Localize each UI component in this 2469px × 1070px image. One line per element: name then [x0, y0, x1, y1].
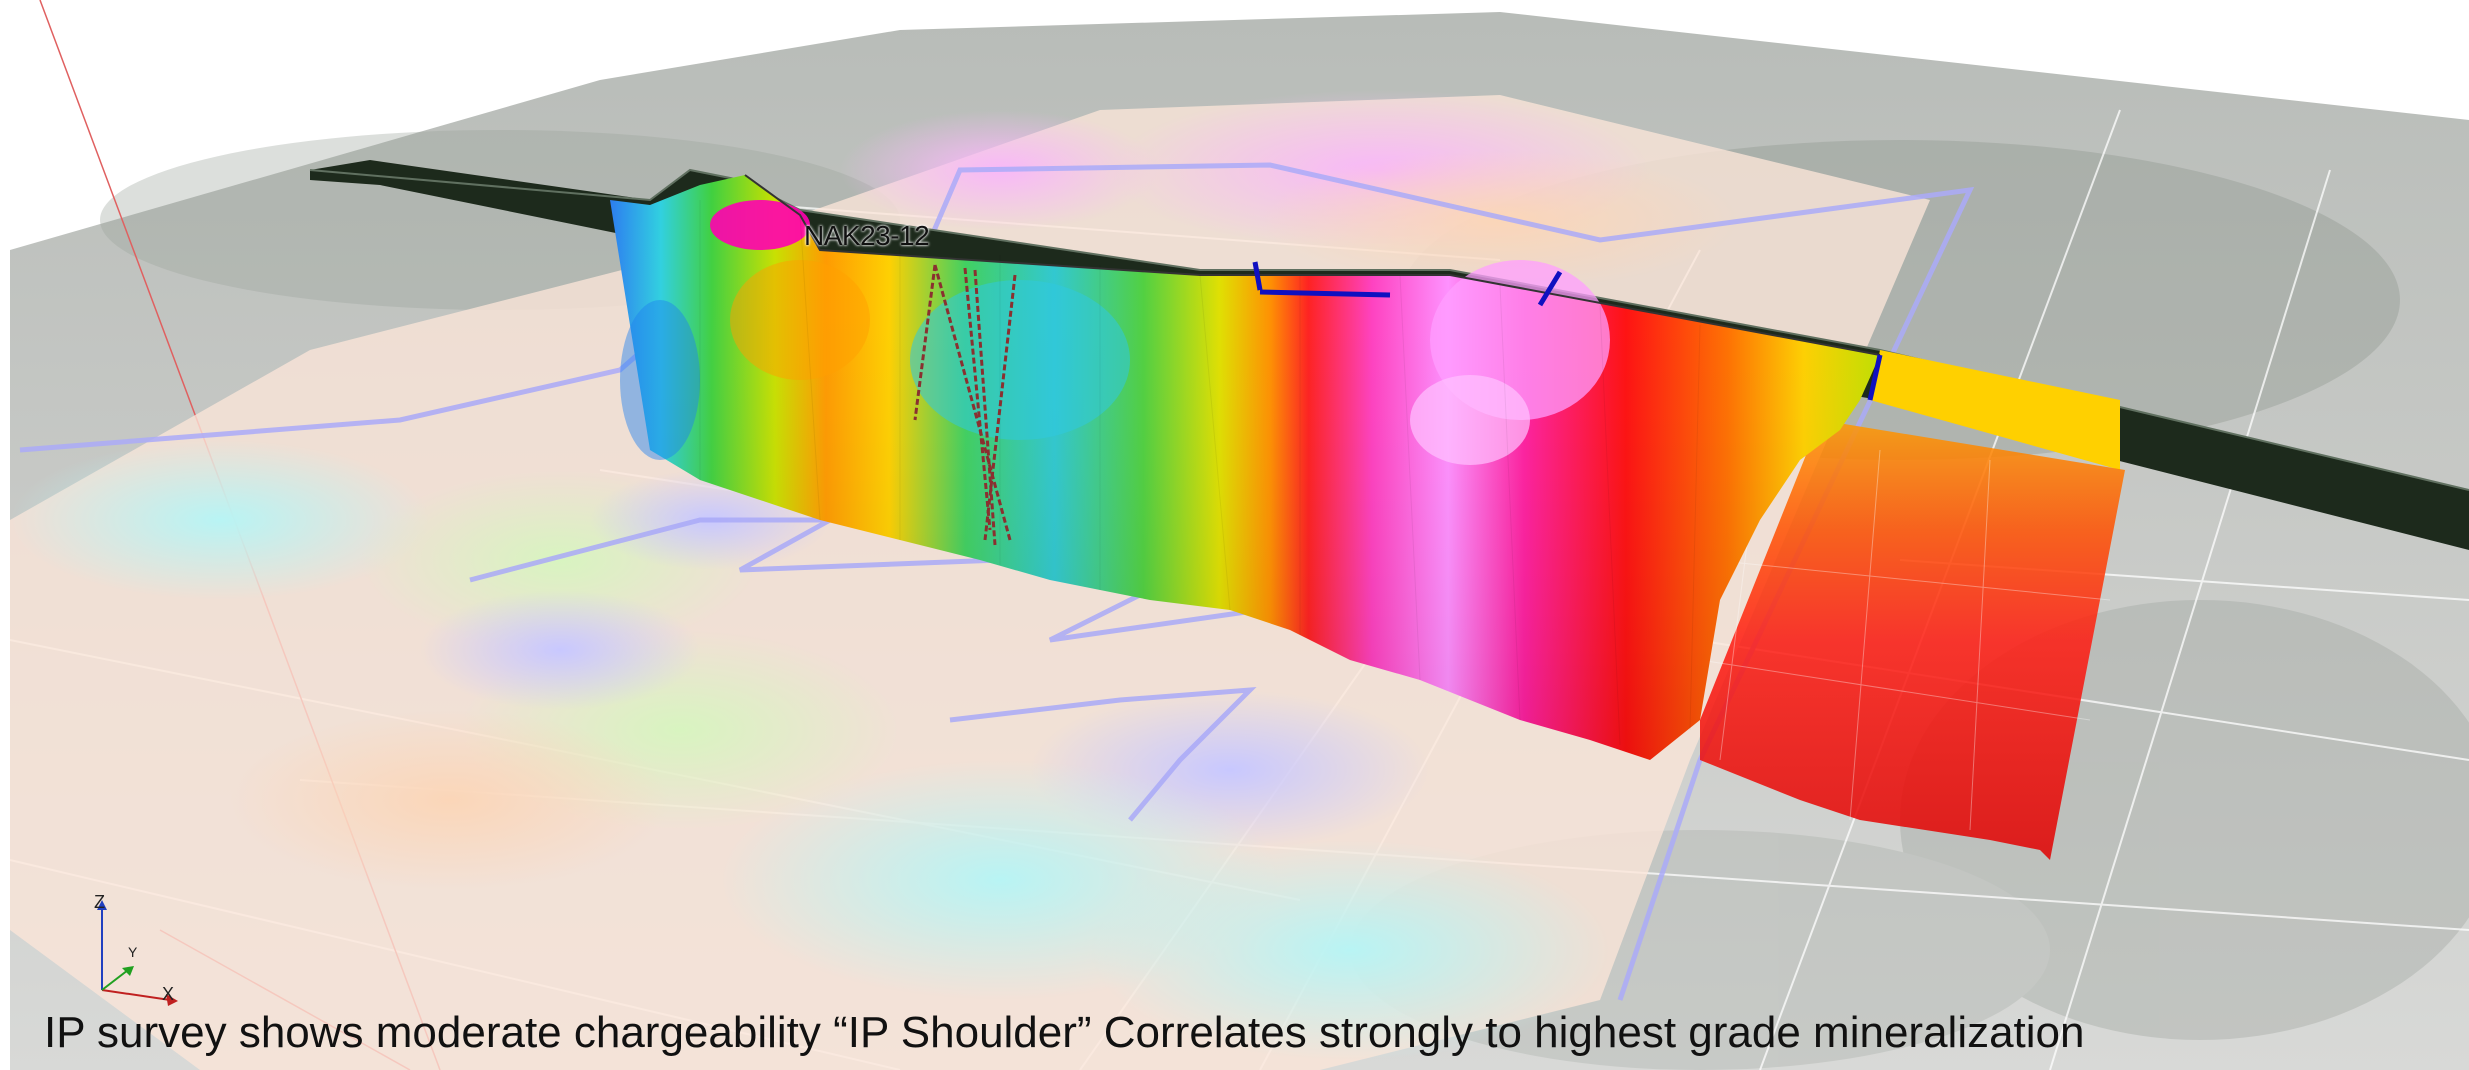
chargeability-section-east — [1699, 350, 2125, 860]
x-axis-line — [101, 989, 171, 1001]
y-axis-line — [101, 969, 129, 991]
x-axis-label: X — [162, 984, 175, 1004]
y-axis-arrow-icon — [122, 966, 134, 976]
drill-hole-traces — [913, 264, 1017, 546]
y-axis-label: Y — [128, 944, 138, 960]
axis-triad — [97, 900, 178, 1006]
x-axis-arrow-icon — [166, 994, 178, 1006]
z-axis-arrow-icon — [97, 900, 107, 910]
slide-caption: IP survey shows moderate chargeability “… — [44, 1008, 2085, 1057]
z-axis-label: Z — [94, 892, 105, 912]
drill-hole-label[interactable]: NAK23-12 — [804, 220, 930, 251]
